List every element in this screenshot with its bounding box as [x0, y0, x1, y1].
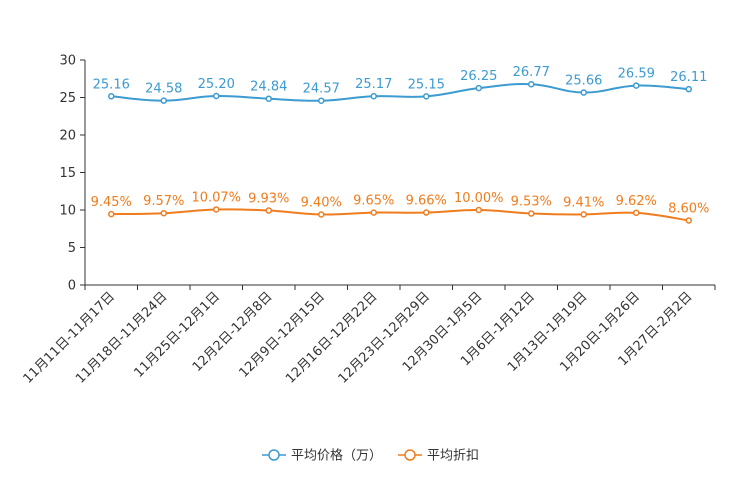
- series-0-data-label: 25.15: [408, 77, 445, 92]
- series-0-data-label: 25.17: [355, 77, 392, 92]
- chart-series: [108, 80, 692, 224]
- series-0-point[interactable]: [580, 89, 587, 96]
- legend-label: 平均折扣: [427, 449, 479, 464]
- series-1-data-label: 10.00%: [454, 191, 504, 206]
- series-0-data-label: 26.25: [460, 69, 497, 84]
- series-0-data-label: 26.77: [513, 65, 550, 80]
- chart-data-labels: 25.16 24.58 25.20 24.84 24.57 25.17 25.15 26.25…: [91, 65, 710, 216]
- series-0-data-label: 25.66: [565, 74, 602, 89]
- series-0-point[interactable]: [633, 82, 640, 89]
- series-1-point[interactable]: [370, 209, 377, 216]
- series-1-point[interactable]: [528, 210, 535, 217]
- x-tick-label: 12月16日-12月22日: [283, 289, 380, 386]
- y-tick-label: 10: [59, 204, 76, 219]
- series-1-point[interactable]: [213, 206, 220, 213]
- series-1-point[interactable]: [423, 209, 430, 216]
- series-1-data-label: 9.65%: [353, 194, 394, 209]
- chart-legend[interactable]: 平均价格（万） 平均折扣: [262, 448, 479, 464]
- series-1-point[interactable]: [318, 211, 325, 218]
- y-tick-label: 0: [68, 279, 76, 294]
- series-1-point[interactable]: [685, 217, 692, 224]
- series-0-data-label: 24.58: [145, 82, 182, 97]
- series-line-1: [111, 208, 689, 222]
- series-0-data-label: 26.11: [670, 70, 707, 85]
- series-0-point[interactable]: [528, 80, 535, 88]
- legend-label: 平均价格（万）: [291, 448, 382, 464]
- series-1-data-label: 9.62%: [616, 194, 657, 209]
- x-tick-label: 11月18日-11月24日: [73, 289, 170, 386]
- series-1-data-label: 9.57%: [143, 194, 184, 209]
- series-0-data-label: 25.16: [93, 77, 130, 92]
- series-1-point[interactable]: [580, 211, 587, 218]
- series-1-data-label: 9.93%: [248, 192, 289, 207]
- x-tick-label: 12月23日-12月29日: [336, 289, 433, 386]
- series-1-point[interactable]: [633, 209, 640, 217]
- series-0-data-label: 24.57: [303, 82, 340, 97]
- x-tick-label: 11月11日-11月17日: [21, 289, 118, 386]
- y-tick-label: 5: [68, 241, 76, 256]
- series-1-data-label: 9.66%: [406, 194, 447, 209]
- series-0-point[interactable]: [108, 93, 115, 100]
- legend-marker-icon: [404, 449, 416, 461]
- series-1-data-label: 9.40%: [301, 196, 342, 211]
- series-1-point[interactable]: [265, 207, 272, 214]
- series-1-data-label: 9.53%: [511, 195, 552, 210]
- series-1-data-label: 10.07%: [191, 190, 241, 205]
- series-0-point[interactable]: [318, 97, 325, 104]
- series-0-point[interactable]: [370, 92, 377, 100]
- series-0-data-label: 24.84: [250, 80, 287, 95]
- chart-axes: 05101520253011月11日-11月17日11月18日-11月24日11…: [21, 54, 716, 387]
- series-1-data-label: 8.60%: [668, 202, 709, 217]
- series-0-point[interactable]: [423, 93, 430, 100]
- series-1-data-label: 9.45%: [91, 195, 132, 210]
- series-0-data-label: 25.20: [198, 77, 235, 92]
- legend-item-1[interactable]: 平均折扣: [398, 449, 479, 464]
- legend-item-0[interactable]: 平均价格（万）: [262, 448, 382, 464]
- series-1-data-label: 9.41%: [563, 195, 604, 210]
- series-0-point[interactable]: [685, 85, 692, 93]
- y-tick-label: 25: [59, 91, 76, 106]
- series-1-point[interactable]: [475, 206, 482, 214]
- series-0-point[interactable]: [265, 95, 272, 102]
- series-1-point[interactable]: [160, 209, 167, 217]
- series-line-0: [111, 83, 689, 102]
- legend-marker-icon: [268, 449, 280, 461]
- y-tick-label: 30: [59, 54, 76, 69]
- y-tick-label: 15: [59, 166, 76, 181]
- series-0-point[interactable]: [475, 84, 482, 92]
- y-tick-label: 20: [59, 129, 76, 144]
- series-1-point[interactable]: [108, 210, 115, 218]
- series-0-point[interactable]: [160, 97, 167, 104]
- series-0-data-label: 26.59: [618, 67, 655, 82]
- series-0-point[interactable]: [213, 92, 220, 100]
